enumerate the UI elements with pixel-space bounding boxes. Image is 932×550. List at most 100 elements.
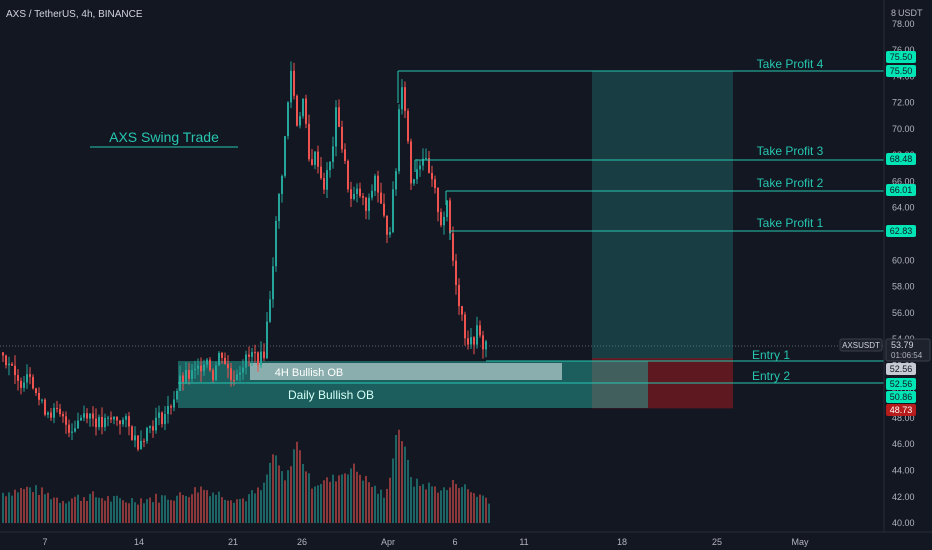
volume-bar	[5, 496, 7, 524]
candle-body	[158, 412, 160, 418]
volume-bar	[404, 446, 406, 524]
volume-bar	[209, 496, 211, 524]
candle-body	[335, 107, 337, 147]
volume-bar	[296, 441, 298, 524]
candle-body	[140, 440, 142, 450]
tp4-top-tag: 75.50	[890, 52, 913, 62]
candle-body	[194, 368, 196, 371]
volume-bar	[335, 481, 337, 524]
volume-bar	[302, 463, 304, 524]
candle-body	[200, 365, 202, 372]
candle-body	[476, 325, 478, 345]
candle-body	[434, 179, 436, 189]
volume-bar	[239, 498, 241, 524]
volume-bar	[482, 495, 484, 524]
volume-bar	[416, 478, 418, 524]
volume-bar	[488, 503, 490, 524]
volume-bar	[128, 503, 130, 524]
volume-bar	[323, 480, 325, 524]
volume-bar	[176, 495, 178, 524]
volume-bar	[245, 501, 247, 524]
candle-body	[29, 374, 31, 377]
volume-bar	[152, 502, 154, 524]
volume-bar	[380, 489, 382, 524]
volume-bar	[110, 501, 112, 524]
candle-body	[482, 335, 484, 350]
volume-bar	[233, 502, 235, 524]
candle-body	[176, 390, 178, 400]
volume-bar	[131, 498, 133, 524]
candle-body	[356, 188, 358, 194]
candle-body	[11, 363, 13, 366]
candle-body	[149, 426, 151, 429]
price-axis-bg	[884, 0, 932, 532]
candle-body	[398, 109, 400, 172]
candle-body	[68, 424, 70, 433]
candle-body	[257, 352, 259, 366]
candle-body	[56, 407, 58, 409]
candle-body	[425, 158, 427, 160]
volume-bar	[236, 499, 238, 524]
candle-body	[59, 408, 61, 415]
candle-body	[308, 123, 310, 160]
currency-label[interactable]: USDT	[898, 8, 923, 18]
candle-body	[89, 413, 91, 419]
volume-bar	[200, 486, 202, 524]
price-tick-label: 44.00	[892, 466, 915, 476]
volume-bar	[386, 488, 388, 524]
candle-body	[281, 175, 283, 194]
volume-bar	[215, 494, 217, 524]
candle-body	[8, 363, 10, 366]
candle-body	[203, 364, 205, 372]
volume-bar	[101, 498, 103, 524]
price-axis[interactable]: 8 USDT 78.0076.0074.0072.0070.0068.0066.…	[839, 0, 932, 532]
candle-body	[221, 352, 223, 358]
price-tick-label: 42.00	[892, 492, 915, 502]
entry2-tag: 52.56	[890, 379, 913, 389]
candle-body	[416, 169, 418, 180]
time-tick-label: 26	[297, 537, 307, 547]
volume-bar	[47, 492, 49, 524]
candle-body	[302, 98, 304, 117]
volume-bar	[278, 465, 280, 524]
candle-body	[227, 363, 229, 369]
candle-body	[125, 416, 127, 420]
volume-bar	[59, 502, 61, 524]
volume-bar	[287, 470, 289, 524]
price-tick-label: 40.00	[892, 518, 915, 528]
candle-body	[191, 370, 193, 379]
target-zone	[592, 71, 733, 359]
price-tick-label: 46.00	[892, 439, 915, 449]
volume-bar	[362, 480, 364, 524]
candle-body	[299, 116, 301, 126]
candle-body	[107, 417, 109, 419]
candle-body	[14, 365, 16, 376]
volume-bar	[410, 477, 412, 524]
swing-trade-title: AXS Swing Trade	[109, 129, 219, 145]
volume-bar	[467, 489, 469, 524]
time-tick-label: 18	[617, 537, 627, 547]
volume-bar	[332, 474, 334, 524]
volume-bar	[77, 494, 79, 524]
volume-bar	[8, 492, 10, 524]
candle-body	[65, 416, 67, 425]
candle-body	[122, 419, 124, 425]
volume-bar	[185, 496, 187, 524]
volume-bar	[89, 493, 91, 524]
volume-bar	[227, 500, 229, 524]
candle-body	[362, 196, 364, 198]
time-axis[interactable]: 7 14 21 26 Apr 6 11 18 25 May	[0, 531, 932, 550]
candle-body	[371, 190, 373, 198]
candle-body	[62, 414, 64, 417]
volume-bar	[284, 480, 286, 524]
volume-bar	[251, 490, 253, 524]
volume-bar	[242, 498, 244, 524]
tp4-tag-bg	[886, 65, 916, 77]
price-tick-label: 66.00	[892, 176, 915, 186]
candle-body	[233, 380, 235, 382]
tp4-top-tag-bg	[886, 51, 916, 63]
time-tick-label: 7	[42, 537, 47, 547]
volume-bar	[206, 490, 208, 524]
candle-body	[134, 435, 136, 441]
